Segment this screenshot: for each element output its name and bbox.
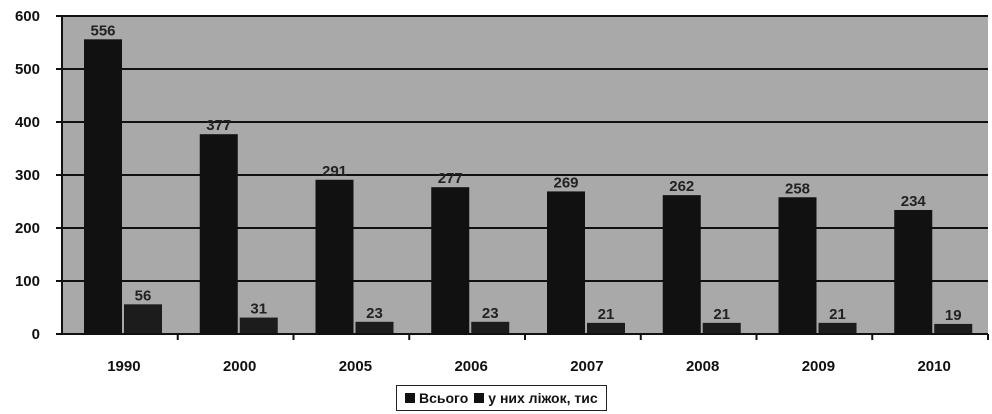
bar-total-1990 <box>84 39 122 334</box>
bar-total-2005 <box>316 180 354 334</box>
data-label-beds-2007: 21 <box>598 306 615 323</box>
bar-total-2006 <box>431 187 469 334</box>
x-tick-label-2008: 2008 <box>686 358 719 375</box>
y-tick-label-0: 0 <box>32 326 40 343</box>
x-tick-label-2006: 2006 <box>454 358 487 375</box>
legend-label-total: Всього <box>419 390 468 406</box>
bar-total-2007 <box>547 191 585 334</box>
x-tick-label-2007: 2007 <box>570 358 603 375</box>
data-label-beds-2006: 23 <box>482 305 499 322</box>
bar-beds-2007 <box>587 323 625 334</box>
bar-beds-2008 <box>703 323 741 334</box>
data-label-total-1990: 556 <box>90 22 115 39</box>
legend-label-beds: у них ліжок, тис <box>488 390 597 406</box>
bar-beds-2006 <box>471 322 509 334</box>
bar-beds-2009 <box>819 323 857 334</box>
data-label-total-2007: 269 <box>553 174 578 191</box>
legend-item-total: Всього <box>405 390 468 406</box>
bar-total-2008 <box>663 195 701 334</box>
bar-beds-2010 <box>934 324 972 334</box>
legend: Всього у них ліжок, тис <box>396 385 607 411</box>
data-label-beds-2009: 21 <box>829 306 846 323</box>
data-label-beds-2010: 19 <box>945 307 962 324</box>
data-label-total-2005: 291 <box>322 163 347 180</box>
x-tick-label-2010: 2010 <box>917 358 950 375</box>
x-axis: 1990 2000 2005 2006 2007 2008 2009 2010 <box>62 334 988 375</box>
data-label-total-2010: 234 <box>901 193 927 210</box>
x-tick-label-2005: 2005 <box>339 358 372 375</box>
bar-beds-2000 <box>240 318 278 334</box>
x-tick-label-1990: 1990 <box>107 358 140 375</box>
y-tick-label-400: 400 <box>15 114 40 131</box>
y-tick-label-100: 100 <box>15 273 40 290</box>
y-tick-label-300: 300 <box>15 167 40 184</box>
legend-item-beds: у них ліжок, тис <box>474 390 597 406</box>
bar-beds-1990 <box>124 304 162 334</box>
data-label-beds-2008: 21 <box>713 306 730 323</box>
legend-swatch-total <box>405 393 415 403</box>
bar-beds-2005 <box>356 322 394 334</box>
y-axis: 0 100 200 300 400 500 600 <box>15 8 62 343</box>
y-tick-label-200: 200 <box>15 220 40 237</box>
x-tick-label-2000: 2000 <box>223 358 256 375</box>
data-label-total-2009: 258 <box>785 180 810 197</box>
data-label-total-2008: 262 <box>669 178 694 195</box>
x-tick-label-2009: 2009 <box>802 358 835 375</box>
data-label-beds-2005: 23 <box>366 305 383 322</box>
bar-total-2000 <box>200 134 238 334</box>
bar-total-2010 <box>894 210 932 334</box>
data-label-beds-2000: 31 <box>250 301 267 318</box>
data-label-total-2000: 377 <box>206 117 231 134</box>
bar-total-2009 <box>779 197 817 334</box>
data-label-total-2006: 277 <box>438 170 463 187</box>
y-tick-label-500: 500 <box>15 61 40 78</box>
data-label-beds-1990: 56 <box>135 287 152 304</box>
y-tick-label-600: 600 <box>15 8 40 25</box>
legend-swatch-beds <box>474 393 484 403</box>
